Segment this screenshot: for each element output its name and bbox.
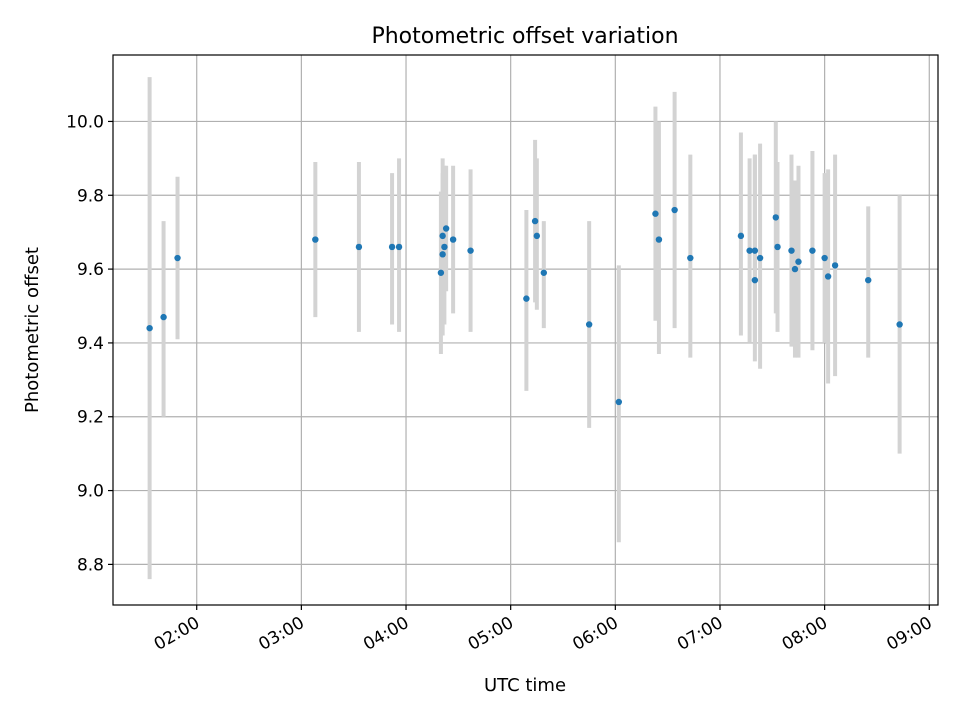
data-point (355, 243, 363, 251)
data-point (531, 217, 539, 225)
data-point (439, 251, 446, 258)
data-point (439, 232, 446, 240)
data-point (437, 269, 445, 276)
y-axis-label: Photometric offset (22, 247, 43, 413)
data-point (809, 247, 816, 254)
data-point (831, 262, 839, 269)
plot-frame (112, 54, 939, 606)
data-points (146, 206, 903, 406)
y-tick-label: 9.8 (77, 186, 104, 206)
data-point (788, 247, 795, 254)
data-point (449, 236, 457, 243)
data-point (737, 232, 745, 240)
x-axis-label: UTC time (484, 675, 566, 696)
data-point (523, 295, 530, 302)
data-point (772, 214, 779, 221)
data-point (756, 254, 764, 262)
data-point (751, 276, 759, 284)
data-point (687, 254, 694, 262)
y-tick-label: 9.2 (77, 408, 104, 428)
data-point (652, 210, 659, 217)
y-tick-label: 10.0 (66, 112, 104, 132)
chart-title: Photometric offset variation (371, 24, 678, 49)
data-point (655, 236, 663, 243)
data-point (896, 321, 903, 328)
data-point (671, 206, 678, 214)
data-point (791, 265, 799, 273)
data-point (442, 225, 450, 232)
data-point (533, 232, 541, 240)
y-tick-label: 8.8 (77, 555, 104, 575)
y-tick-label: 9.6 (77, 260, 104, 280)
data-point (746, 247, 753, 254)
data-point (615, 398, 623, 406)
data-point (160, 313, 167, 321)
data-point (821, 254, 828, 262)
data-point (824, 273, 832, 280)
data-point (795, 258, 802, 265)
data-point (774, 243, 781, 251)
data-point (467, 247, 474, 254)
data-point (540, 269, 548, 276)
data-point (312, 236, 319, 243)
data-point (146, 324, 153, 332)
data-point (395, 243, 403, 251)
data-point (388, 243, 396, 251)
data-point (441, 243, 448, 251)
y-tick-label: 9.0 (77, 482, 104, 502)
data-point (865, 276, 872, 284)
data-point (751, 247, 759, 254)
data-point (174, 254, 181, 262)
y-tick-label: 9.4 (77, 334, 104, 354)
data-point (585, 321, 593, 328)
